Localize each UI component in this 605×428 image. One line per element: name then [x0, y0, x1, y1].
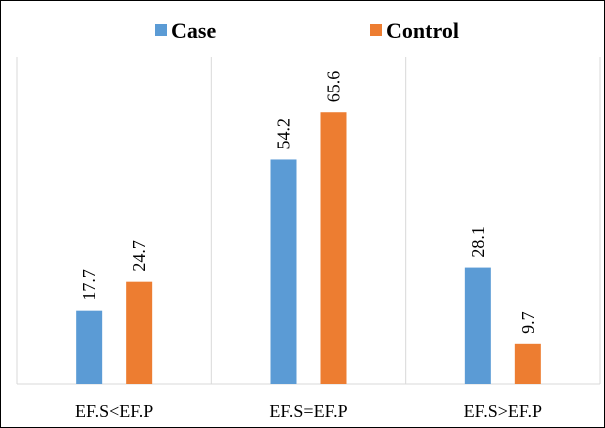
x-tick-label: EF.S>EF.P: [464, 401, 542, 421]
x-axis-tick-labels: EF.S<EF.P EF.S=EF.P EF.S>EF.P: [75, 401, 542, 421]
value-labels: 17.7 24.7 54.2 65.6 28.1 9.7: [79, 71, 538, 334]
legend-swatch-control: [370, 24, 382, 36]
bar-case-1: [76, 310, 103, 384]
bar-control-1: [126, 281, 153, 384]
x-tick-label: EF.S=EF.P: [269, 401, 347, 421]
legend-label-case: Case: [171, 18, 216, 43]
bar-case-2: [270, 159, 297, 384]
value-label: 65.6: [324, 71, 344, 103]
bar-control-3: [514, 343, 541, 384]
legend-label-control: Control: [386, 18, 459, 43]
legend-swatch-case: [155, 24, 167, 36]
legend: Case Control: [155, 18, 459, 43]
bars: [76, 112, 541, 384]
value-label: 28.1: [468, 226, 488, 258]
value-label: 17.7: [79, 269, 99, 301]
x-tick-label: EF.S<EF.P: [75, 401, 153, 421]
bar-control-2: [320, 112, 347, 384]
value-label: 9.7: [518, 311, 538, 334]
bar-case-3: [464, 267, 491, 384]
value-label: 24.7: [129, 240, 149, 272]
value-label: 54.2: [274, 118, 294, 150]
category-gridlines: [16, 57, 601, 384]
